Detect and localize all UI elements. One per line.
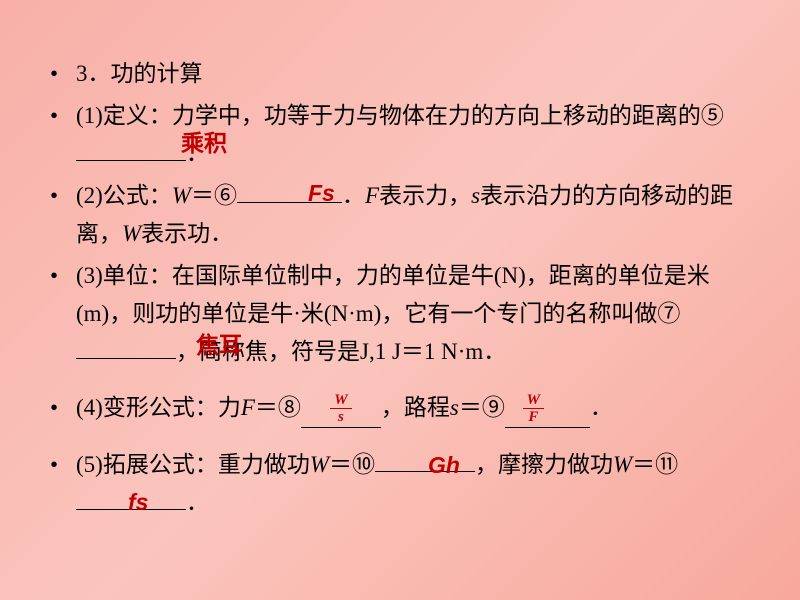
bullet: • — [50, 177, 76, 253]
answer-8: Ws — [330, 393, 351, 426]
answer-7: 焦耳 — [196, 327, 242, 365]
point-3-text: (3)单位：在国际单位制中，力的单位是牛(N)，距离的单位是米(m)，则功的单位… — [76, 257, 750, 371]
slide-content: • 3．功的计算 • (1)定义：力学中，功等于力与物体在力的方向上移动的距离的… — [0, 0, 800, 566]
point-3: • (3)单位：在国际单位制中，力的单位是牛(N)，距离的单位是米(m)，则功的… — [50, 257, 750, 371]
bullet: • — [50, 389, 76, 429]
point-4-text: (4)变形公式：力F＝⑧Ws，路程s＝⑨WF． — [76, 389, 750, 429]
blank-7 — [76, 358, 176, 359]
blank-8: Ws — [301, 389, 381, 429]
answer-9: WF — [523, 393, 544, 426]
point-2: • (2)公式：W＝⑥．F表示力，s表示沿力的方向移动的距离，W表示功． Fs — [50, 177, 750, 253]
blank-10 — [375, 471, 475, 472]
bullet: • — [50, 55, 76, 93]
answer-10: Gh — [428, 447, 460, 485]
bullet: • — [50, 97, 76, 173]
section-title: • 3．功的计算 — [50, 55, 750, 93]
point-5: • (5)拓展公式：重力做功W＝⑩，摩擦力做功W＝⑪． Gh fs — [50, 446, 750, 522]
point-1: • (1)定义：力学中，功等于力与物体在力的方向上移动的距离的⑤． 乘积 — [50, 97, 750, 173]
answer-11: fs — [128, 484, 148, 522]
point-1-text: (1)定义：力学中，功等于力与物体在力的方向上移动的距离的⑤． 乘积 — [76, 97, 750, 173]
point-5-text: (5)拓展公式：重力做功W＝⑩，摩擦力做功W＝⑪． Gh fs — [76, 446, 750, 522]
point-2-text: (2)公式：W＝⑥．F表示力，s表示沿力的方向移动的距离，W表示功． Fs — [76, 177, 750, 253]
blank-5 — [76, 160, 186, 161]
title-text: 3．功的计算 — [76, 55, 750, 93]
answer-6: Fs — [308, 175, 335, 213]
answer-5: 乘积 — [181, 125, 227, 163]
point-4: • (4)变形公式：力F＝⑧Ws，路程s＝⑨WF． — [50, 389, 750, 429]
bullet: • — [50, 446, 76, 522]
bullet: • — [50, 257, 76, 371]
blank-9: WF — [505, 389, 590, 429]
